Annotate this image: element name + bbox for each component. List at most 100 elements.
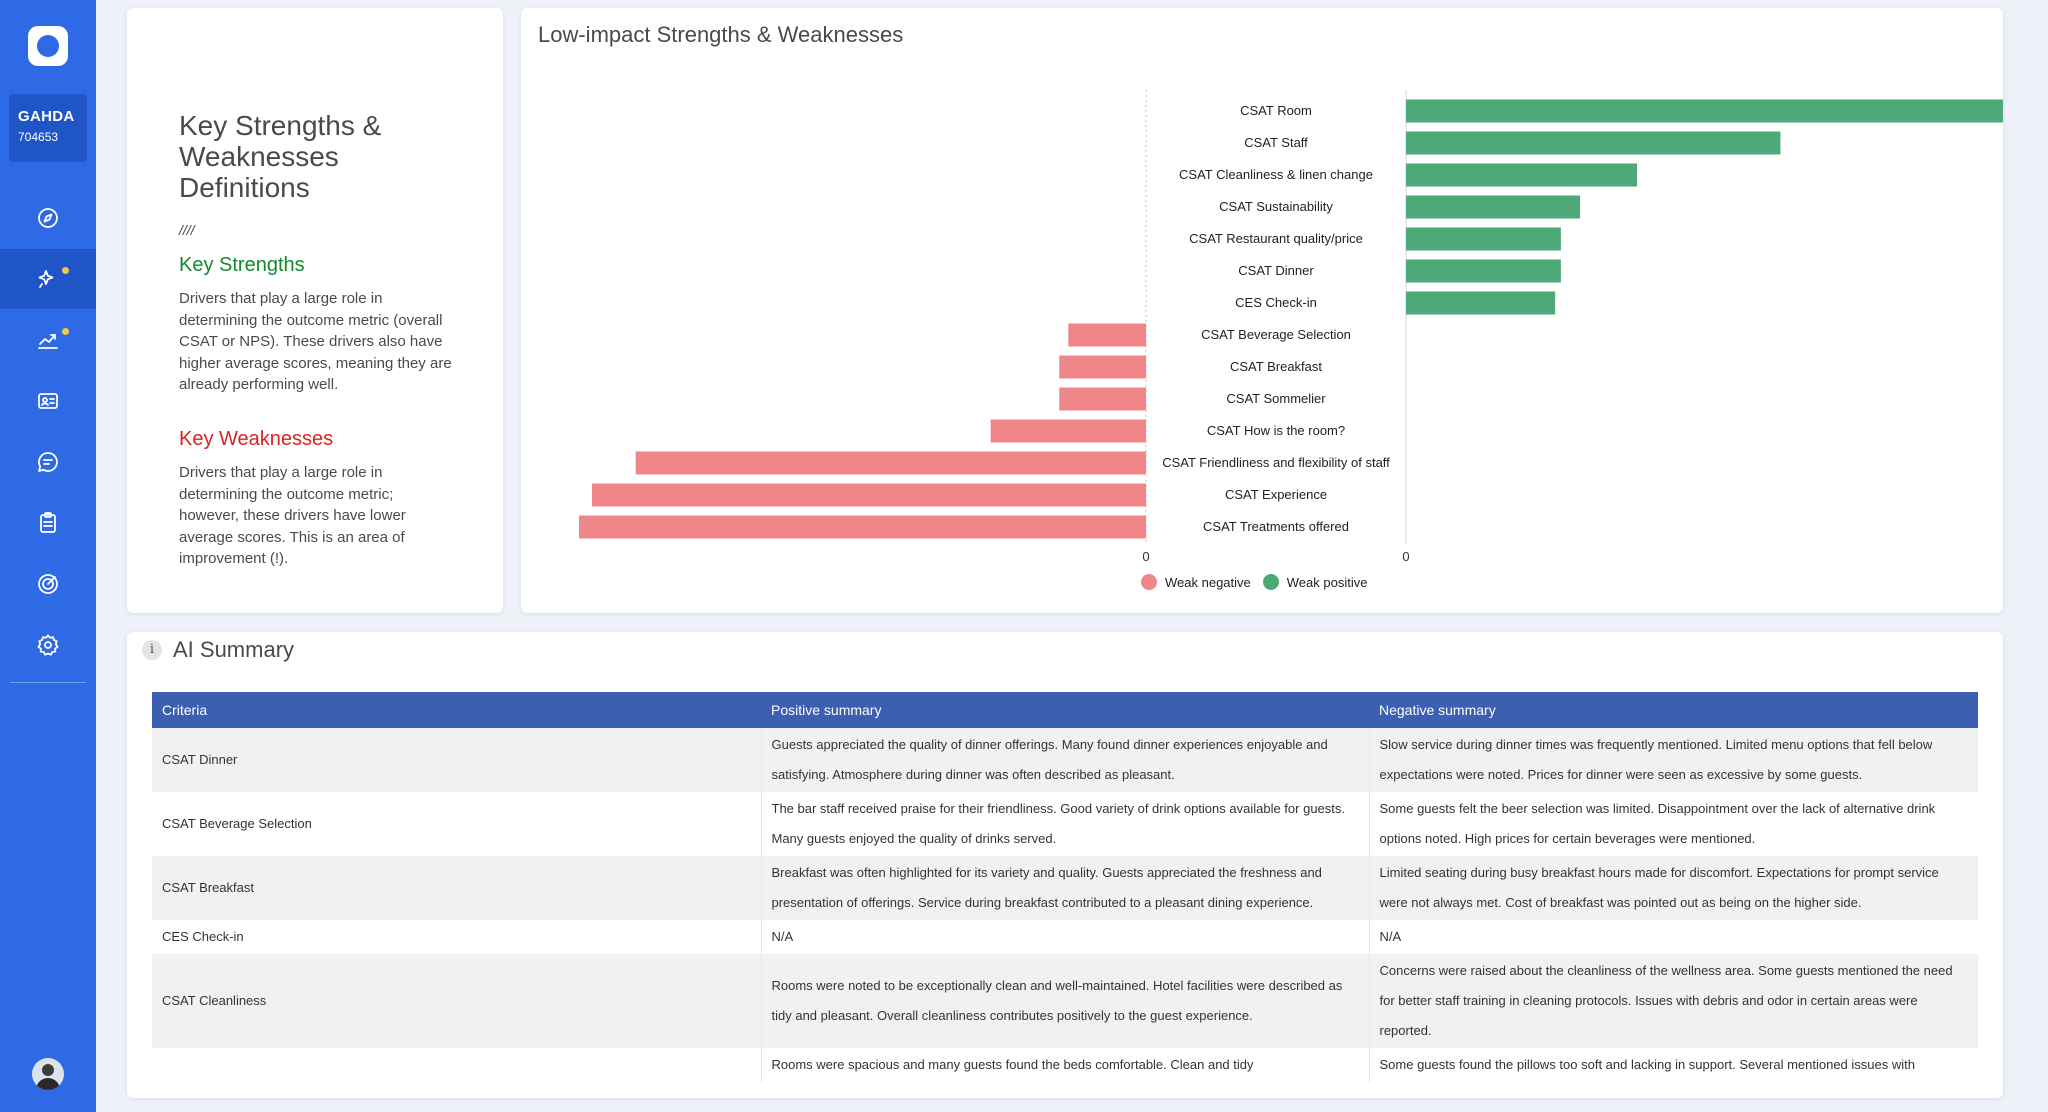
strengths-weaknesses-chart-card: Low-impact Strengths & Weaknesses CSAT R… <box>521 8 2003 613</box>
table-row: CSAT Beverage Selection The bar staff rec… <box>152 792 1978 856</box>
key-strengths-heading: Key Strengths <box>179 254 305 276</box>
bar-weak-negative[interactable] <box>1059 387 1146 411</box>
legend-weak-positive[interactable]: Weak positive <box>1262 574 1368 590</box>
category-label: CSAT Cleanliness & linen change <box>1179 167 1373 182</box>
bar-weak-positive[interactable] <box>1406 195 1581 219</box>
bar-weak-positive[interactable] <box>1406 163 1638 187</box>
negative-summary-cell: Some guests found the pillows too soft a… <box>1369 1048 1978 1082</box>
negative-summary-cell: N/A <box>1369 920 1978 954</box>
strengths-weaknesses-bar-chart: CSAT Room CSAT Staff CSAT Cleanliness & li… <box>579 90 2003 564</box>
legend-weak-negative[interactable]: Weak negative <box>1141 574 1251 590</box>
column-header-positive: Positive summary <box>761 692 1369 728</box>
ai-summary-table-container[interactable]: Criteria Positive summary Negative summa… <box>152 692 1978 1088</box>
chart-legend: Weak negative Weak positive <box>1141 574 1379 590</box>
nav-settings[interactable] <box>0 615 96 675</box>
info-icon[interactable]: i <box>142 640 162 660</box>
criteria-cell: CSAT Cleanliness <box>152 954 762 1048</box>
column-header-criteria: Criteria <box>152 692 761 728</box>
bar-weak-positive[interactable] <box>1406 227 1561 251</box>
notification-dot <box>62 328 69 335</box>
explore-icon <box>38 208 58 228</box>
nav-goals[interactable] <box>0 554 96 614</box>
category-label: CSAT Dinner <box>1238 263 1314 278</box>
key-weaknesses-text: Drivers that play a large role in determ… <box>179 464 406 567</box>
category-label: CES Check-in <box>1235 295 1317 310</box>
settings-gear-icon <box>37 634 59 656</box>
category-label: CSAT Staff <box>1244 135 1308 150</box>
table-row: Rooms were spacious and many guests foun… <box>152 1048 1978 1082</box>
legend-swatch <box>1262 574 1279 590</box>
criteria-cell: CSAT Breakfast <box>152 856 762 920</box>
negative-axis-tick-label: 0 <box>1142 549 1149 564</box>
positive-axis-tick-label: 0 <box>1402 549 1409 564</box>
bar-weak-positive[interactable] <box>1406 131 1781 155</box>
definitions-title: Key Strengths & Weaknesses Definitions <box>179 110 382 203</box>
user-avatar[interactable] <box>32 1058 64 1090</box>
positive-summary-cell: Breakfast was often highlighted for its … <box>761 856 1370 920</box>
category-label: CSAT Breakfast <box>1230 359 1322 374</box>
criteria-cell: CSAT Dinner <box>152 728 762 792</box>
category-label: CSAT Beverage Selection <box>1201 327 1351 342</box>
ai-summary-card: i AI Summary Criteria Positive summary N… <box>127 632 2003 1098</box>
bar-weak-negative[interactable] <box>1068 323 1146 347</box>
notification-dot <box>62 267 69 274</box>
sidebar: GAHDA 704653 <box>0 0 96 1112</box>
bar-weak-negative[interactable] <box>1059 355 1146 379</box>
positive-summary-cell: Guests appreciated the quality of dinner… <box>761 728 1370 792</box>
legend-label: Weak negative <box>1165 574 1251 590</box>
column-header-negative: Negative summary <box>1369 692 1978 728</box>
nav-ai-insights[interactable] <box>0 249 96 309</box>
account-switcher[interactable]: GAHDA 704653 <box>9 94 87 162</box>
nav-explore[interactable] <box>0 188 96 248</box>
bar-weak-positive[interactable] <box>1406 291 1556 315</box>
clipboard-icon <box>40 512 56 533</box>
category-label: CSAT Friendliness and flexibility of sta… <box>1162 455 1390 470</box>
definitions-card: Key Strengths & Weaknesses Definitions /… <box>127 8 503 613</box>
negative-summary-cell: Concerns were raised about the cleanline… <box>1369 954 1978 1048</box>
category-label: CSAT Restaurant quality/price <box>1189 231 1363 246</box>
criteria-cell <box>152 1048 762 1082</box>
category-label: CSAT How is the room? <box>1207 423 1345 438</box>
target-icon <box>38 574 58 594</box>
account-id: 704653 <box>18 130 59 144</box>
negative-summary-cell: Slow service during dinner times was fre… <box>1369 728 1978 792</box>
bar-weak-negative[interactable] <box>579 515 1146 539</box>
account-name: GAHDA <box>18 108 75 125</box>
nav-analytics[interactable] <box>0 310 96 370</box>
category-label: CSAT Sommelier <box>1226 391 1326 406</box>
negative-summary-cell: Limited seating during busy breakfast ho… <box>1369 856 1978 920</box>
positive-summary-cell: The bar staff received praise for their … <box>761 792 1370 856</box>
nav-surveys[interactable] <box>0 493 96 553</box>
bar-weak-negative[interactable] <box>990 419 1146 443</box>
trend-chart-icon <box>38 334 58 349</box>
table-row: CSAT Dinner Guests appreciated the qualit… <box>152 728 1978 792</box>
table-row: CSAT Cleanliness Rooms were noted to be e… <box>152 954 1978 1048</box>
bar-weak-negative[interactable] <box>635 451 1146 475</box>
chat-bubble-icon <box>38 452 58 472</box>
table-row: CES Check-in N/A N/A <box>152 920 1978 954</box>
bar-weak-positive[interactable] <box>1406 99 2003 123</box>
definitions-separator: //// <box>179 222 195 238</box>
nav-messages[interactable] <box>0 432 96 492</box>
nav-contacts[interactable] <box>0 371 96 431</box>
bar-weak-positive[interactable] <box>1406 259 1561 283</box>
bar-weak-negative[interactable] <box>592 483 1146 507</box>
category-label: CSAT Treatments offered <box>1203 519 1349 534</box>
contact-card-icon <box>38 393 58 409</box>
app-logo[interactable] <box>28 26 68 66</box>
key-weaknesses-heading: Key Weaknesses <box>179 428 334 450</box>
category-label: CSAT Sustainability <box>1219 199 1333 214</box>
legend-swatch <box>1141 574 1157 590</box>
table-header-row: Criteria Positive summary Negative summa… <box>152 692 1978 728</box>
ai-summary-table: Criteria Positive summary Negative summa… <box>152 692 1978 1082</box>
chart-title: Low-impact Strengths & Weaknesses <box>538 22 904 47</box>
criteria-cell: CSAT Beverage Selection <box>152 792 762 856</box>
category-label: CSAT Experience <box>1225 487 1327 502</box>
category-label: CSAT Room <box>1240 103 1312 118</box>
sidebar-divider <box>10 682 86 683</box>
ai-sparkle-icon <box>38 270 54 288</box>
positive-summary-cell: Rooms were spacious and many guests foun… <box>761 1048 1370 1082</box>
ai-summary-title: AI Summary <box>173 637 295 662</box>
legend-label: Weak positive <box>1286 574 1368 590</box>
positive-summary-cell: Rooms were noted to be exceptionally cle… <box>761 954 1370 1048</box>
